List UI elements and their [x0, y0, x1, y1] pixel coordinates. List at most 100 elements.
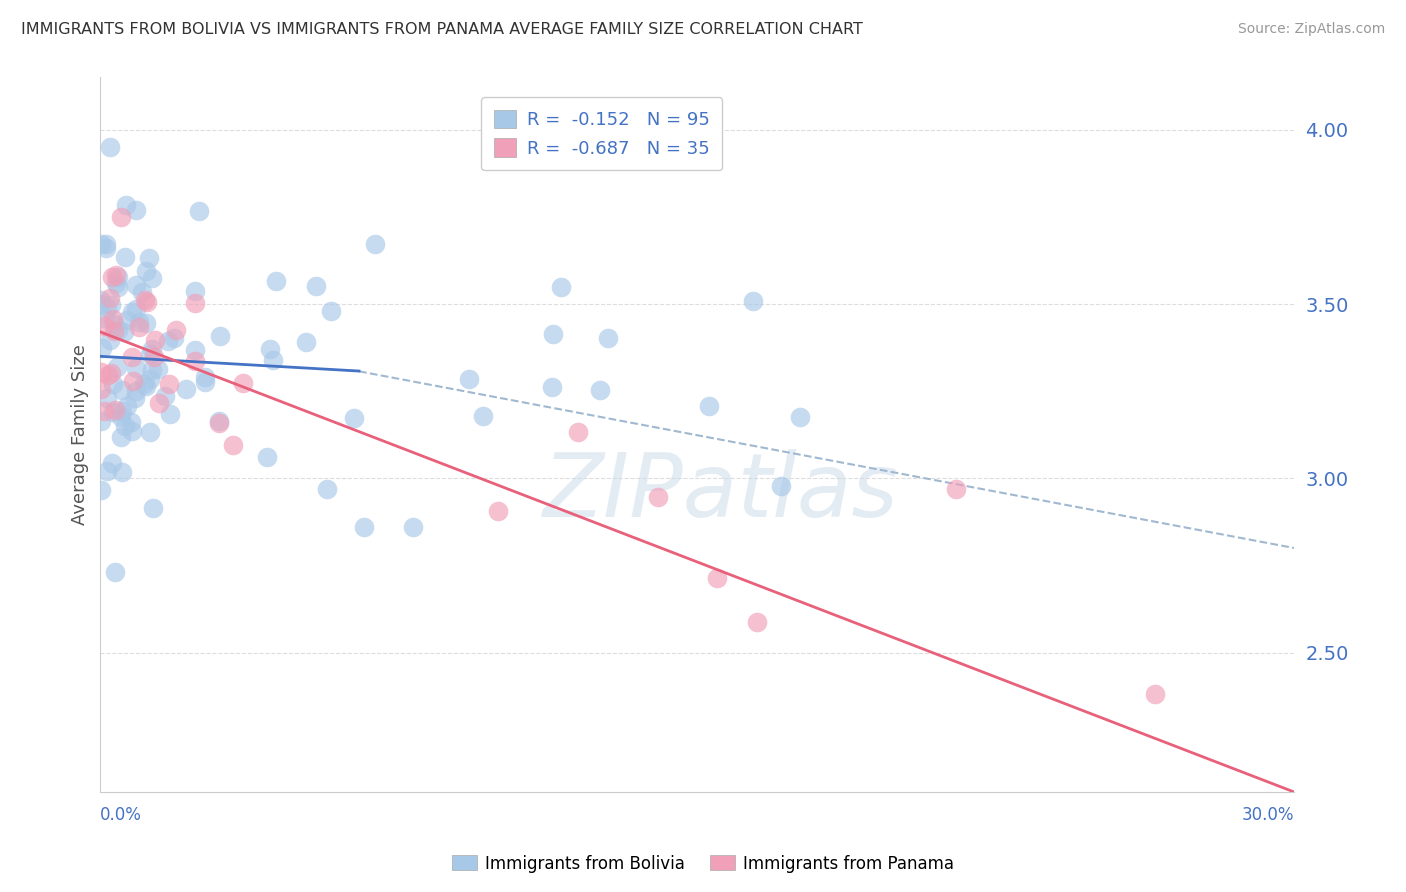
Point [110, 410, 132, 425]
Point [104, 403, 127, 417]
Point [143, 333, 166, 347]
Point [125, 301, 148, 316]
Point [90, 237, 112, 252]
Point [96, 464, 118, 478]
Point [165, 323, 187, 337]
Point [486, 504, 509, 518]
Point [184, 343, 207, 358]
Point [745, 615, 768, 629]
Point [139, 347, 162, 361]
Point [96, 391, 118, 405]
Point [98, 291, 121, 305]
Point [141, 363, 163, 377]
Point [110, 383, 132, 397]
Point [141, 343, 163, 357]
Point [104, 565, 127, 579]
Point [114, 419, 136, 434]
Point [1144, 688, 1167, 702]
Point [91, 341, 114, 355]
Point [259, 342, 281, 356]
Point [159, 407, 181, 421]
Point [353, 520, 375, 534]
Point [96, 241, 118, 255]
Point [115, 313, 138, 327]
Point [194, 370, 217, 384]
Point [107, 323, 129, 337]
Point [162, 331, 184, 345]
Point [135, 295, 157, 310]
Point [945, 482, 967, 496]
Point [139, 425, 162, 440]
Text: IMMIGRANTS FROM BOLIVIA VS IMMIGRANTS FROM PANAMA AVERAGE FAMILY SIZE CORRELATIO: IMMIGRANTS FROM BOLIVIA VS IMMIGRANTS FR… [21, 22, 863, 37]
Point [101, 456, 124, 470]
Point [321, 304, 343, 318]
Point [125, 202, 148, 217]
Point [135, 316, 157, 330]
Point [121, 305, 143, 319]
Point [550, 279, 572, 293]
Point [139, 372, 162, 386]
Point [114, 251, 136, 265]
Point [134, 293, 156, 307]
Point [96, 301, 118, 315]
Point [101, 405, 124, 419]
Point [128, 320, 150, 334]
Point [315, 482, 337, 496]
Point [98, 139, 121, 153]
Point [125, 361, 148, 376]
Point [110, 210, 132, 224]
Point [125, 278, 148, 293]
Point [232, 376, 254, 391]
Point [589, 383, 612, 397]
Text: Source: ZipAtlas.com: Source: ZipAtlas.com [1237, 22, 1385, 37]
Point [188, 204, 211, 219]
Point [697, 399, 720, 413]
Text: 30.0%: 30.0% [1241, 806, 1295, 824]
Point [541, 379, 564, 393]
Point [112, 325, 135, 339]
Point [131, 285, 153, 299]
Point [111, 465, 134, 479]
Point [103, 377, 125, 392]
Point [103, 317, 125, 331]
Point [105, 360, 128, 375]
Point [93, 311, 115, 326]
Point [789, 410, 811, 425]
Point [264, 273, 287, 287]
Point [107, 270, 129, 285]
Point [294, 335, 316, 350]
Point [90, 483, 112, 498]
Point [93, 318, 115, 333]
Legend: Immigrants from Bolivia, Immigrants from Panama: Immigrants from Bolivia, Immigrants from… [446, 848, 960, 880]
Point [101, 269, 124, 284]
Point [138, 252, 160, 266]
Point [128, 315, 150, 329]
Point [305, 279, 328, 293]
Point [471, 409, 494, 424]
Point [93, 404, 115, 418]
Point [122, 374, 145, 388]
Point [135, 264, 157, 278]
Point [142, 351, 165, 365]
Point [100, 366, 122, 380]
Point [222, 438, 245, 452]
Point [567, 425, 589, 439]
Point [121, 425, 143, 439]
Point [184, 296, 207, 310]
Point [101, 311, 124, 326]
Point [148, 395, 170, 409]
Point [124, 391, 146, 405]
Point [115, 399, 138, 413]
Point [100, 298, 122, 312]
Point [174, 383, 197, 397]
Point [364, 237, 387, 252]
Legend: R =  -0.152   N = 95, R =  -0.687   N = 35: R = -0.152 N = 95, R = -0.687 N = 35 [481, 97, 723, 170]
Point [107, 279, 129, 293]
Point [89, 382, 111, 396]
Point [121, 350, 143, 364]
Point [120, 415, 142, 429]
Point [142, 501, 165, 516]
Point [598, 331, 620, 345]
Point [402, 520, 425, 534]
Point [134, 377, 156, 392]
